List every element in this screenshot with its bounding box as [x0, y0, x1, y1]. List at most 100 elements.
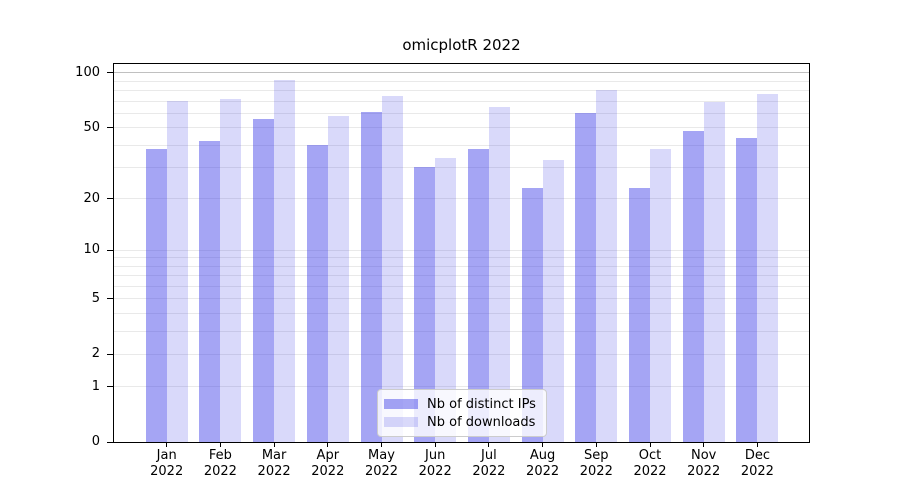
- year-label: 2022: [418, 464, 452, 479]
- x-tick-label-oct: Oct 2022: [618, 448, 682, 480]
- bar-nb-of-downloads-apr: [327, 116, 349, 442]
- legend-item-distinct-ips: Nb of distinct IPs: [384, 396, 538, 413]
- x-tick-nov: [703, 443, 705, 447]
- gridline-6: [114, 285, 809, 287]
- x-tick-dec: [756, 443, 758, 447]
- year-label: 2022: [740, 464, 774, 479]
- x-tick-label-nov: Nov 2022: [672, 448, 736, 480]
- gridline-10: [114, 249, 809, 251]
- y-tick-label-20: 20: [83, 190, 100, 206]
- year-label: 2022: [150, 464, 184, 479]
- gridline-2: [114, 353, 809, 355]
- x-tick-label-sep: Sep 2022: [564, 448, 628, 480]
- x-tick-jan: [166, 443, 168, 447]
- bar-nb-of-downloads-feb: [220, 98, 242, 442]
- bar-nb-of-distinct-ips-sep: [575, 113, 597, 442]
- month-label: Apr: [316, 448, 340, 463]
- x-tick-jun: [434, 443, 436, 447]
- gridline-30: [114, 166, 809, 168]
- bar-nb-of-distinct-ips-feb: [199, 141, 221, 442]
- gridline-90: [114, 80, 809, 82]
- month-label: May: [368, 448, 395, 463]
- year-label: 2022: [579, 464, 613, 479]
- x-tick-aug: [542, 443, 544, 447]
- month-label: Jul: [481, 448, 497, 463]
- y-tick-label-1: 1: [91, 378, 100, 394]
- plot-area: [113, 63, 810, 443]
- x-tick-feb: [219, 443, 221, 447]
- y-tick-0: [107, 441, 113, 443]
- x-tick-label-may: May 2022: [350, 448, 414, 480]
- gridline-1: [114, 386, 809, 388]
- legend-label-distinct-ips: Nb of distinct IPs: [427, 396, 536, 412]
- legend-swatch-downloads: [384, 417, 418, 427]
- bar-nb-of-downloads-mar: [274, 79, 296, 442]
- month-label: Sep: [584, 448, 609, 463]
- bar-nb-of-downloads-jul: [488, 107, 510, 442]
- legend-item-downloads: Nb of downloads: [384, 414, 538, 431]
- x-tick-may: [381, 443, 382, 447]
- y-tick-50: [107, 127, 113, 129]
- gridline-60: [114, 112, 809, 114]
- year-label: 2022: [526, 464, 560, 479]
- x-tick-apr: [327, 443, 329, 447]
- bar-nb-of-downloads-oct: [650, 149, 671, 442]
- y-tick-10: [107, 249, 113, 251]
- gridline-80: [114, 90, 809, 92]
- y-tick-5: [107, 298, 113, 300]
- y-tick-20: [107, 198, 113, 200]
- gridline-3: [114, 330, 809, 332]
- legend-swatch-distinct-ips: [384, 399, 418, 409]
- x-tick-label-feb: Feb 2022: [188, 448, 252, 480]
- month-label: Aug: [529, 448, 556, 463]
- bar-nb-of-downloads-dec: [757, 93, 779, 442]
- legend: Nb of distinct IPs Nb of downloads: [377, 389, 547, 437]
- bar-nb-of-distinct-ips-jan: [145, 149, 167, 442]
- x-tick-label-apr: Apr 2022: [296, 448, 360, 480]
- bar-nb-of-distinct-ips-aug: [521, 187, 543, 442]
- gridline-4: [114, 312, 809, 314]
- month-label: Jun: [425, 448, 446, 463]
- gridline-5: [114, 298, 809, 300]
- year-label: 2022: [633, 464, 667, 479]
- gridline-40: [114, 144, 809, 146]
- gridline-70: [114, 100, 809, 102]
- year-label: 2022: [311, 464, 345, 479]
- y-tick-label-0: 0: [91, 434, 100, 449]
- year-label: 2022: [687, 464, 721, 479]
- bar-nb-of-downloads-sep: [596, 89, 618, 442]
- legend-label-downloads: Nb of downloads: [427, 414, 536, 430]
- bar-nb-of-distinct-ips-apr: [306, 145, 328, 442]
- x-tick-label-jul: Jul 2022: [457, 448, 521, 480]
- bar-nb-of-downloads-jun: [435, 157, 457, 442]
- bar-nb-of-downloads-jan: [166, 101, 188, 442]
- y-tick-label-5: 5: [91, 290, 100, 306]
- bar-nb-of-distinct-ips-oct: [629, 187, 650, 442]
- y-tick-label-10: 10: [83, 242, 100, 258]
- bar-nb-of-distinct-ips-dec: [736, 137, 758, 442]
- x-tick-mar: [273, 443, 275, 447]
- bar-nb-of-distinct-ips-jun: [414, 167, 436, 442]
- y-tick-label-2: 2: [91, 346, 100, 362]
- month-label: Dec: [744, 448, 770, 463]
- gridline-100: [114, 72, 809, 74]
- bar-nb-of-distinct-ips-mar: [253, 118, 275, 442]
- x-tick-label-dec: Dec 2022: [725, 448, 789, 480]
- year-label: 2022: [257, 464, 291, 479]
- year-label: 2022: [472, 464, 506, 479]
- month-label: Feb: [208, 448, 232, 463]
- bar-nb-of-downloads-aug: [542, 160, 564, 442]
- x-tick-label-aug: Aug 2022: [511, 448, 575, 480]
- chart-title: omicplotR 2022: [402, 36, 521, 54]
- x-tick-sep: [595, 443, 597, 447]
- month-label: Nov: [691, 448, 717, 463]
- gridline-20: [114, 198, 809, 200]
- month-label: Oct: [638, 448, 662, 463]
- bar-nb-of-downloads-may: [381, 95, 403, 442]
- month-label: Mar: [261, 448, 287, 463]
- x-tick-label-jan: Jan 2022: [135, 448, 199, 480]
- y-tick-label-50: 50: [83, 119, 100, 135]
- gridline-9: [114, 257, 809, 259]
- gridline-50: [114, 127, 809, 129]
- x-tick-jul: [488, 443, 490, 447]
